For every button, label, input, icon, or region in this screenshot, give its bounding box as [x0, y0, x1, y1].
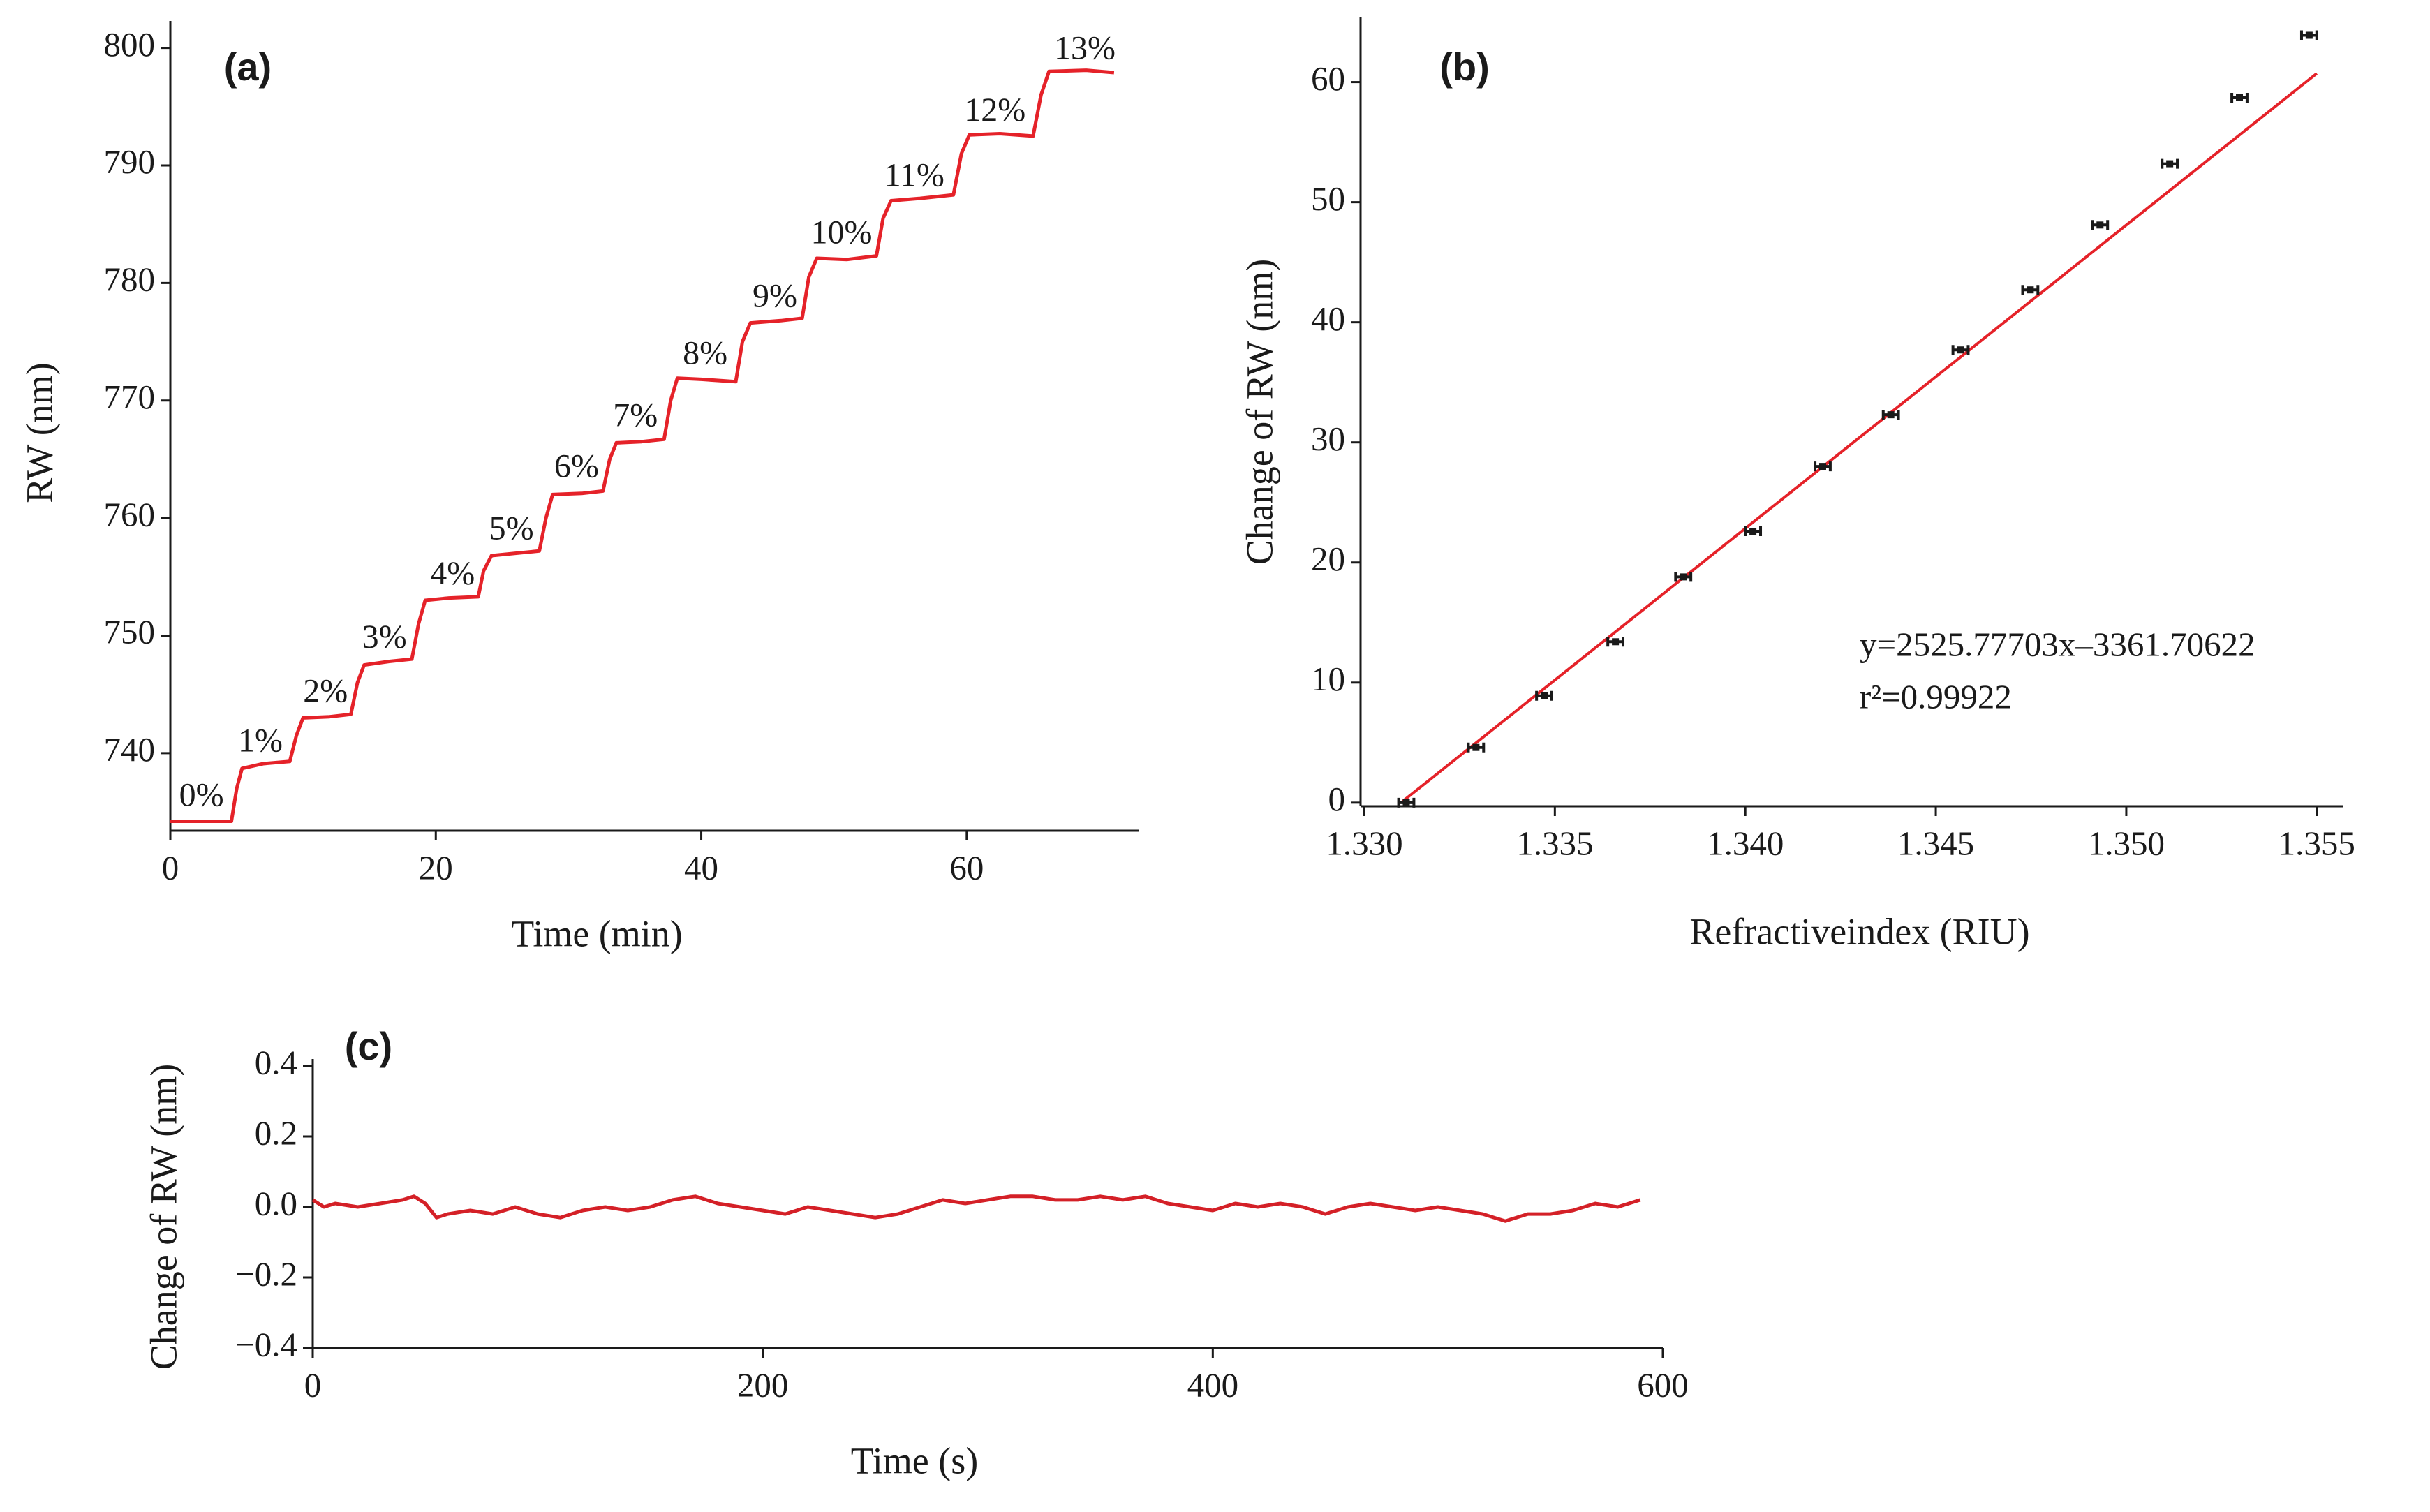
point	[2305, 31, 2313, 39]
x-tick-label: 0	[162, 848, 179, 887]
y-tick-label: 40	[1311, 299, 1345, 338]
step-label: 3%	[362, 618, 407, 655]
x-tick-label: 1.350	[2088, 824, 2165, 862]
x-tick-label: 1.345	[1897, 824, 1974, 862]
y-tick-label: −0.2	[235, 1254, 297, 1293]
x-tick-label: 1.355	[2279, 824, 2355, 862]
y-tick-label: 20	[1311, 540, 1345, 578]
data-line	[311, 1194, 1641, 1223]
point	[1957, 346, 1964, 354]
y-axis-title: Change of RW (nm)	[1238, 259, 1280, 565]
x-tick-label: 20	[419, 848, 453, 887]
step-label: 2%	[303, 673, 348, 710]
fit-line	[1401, 72, 2318, 803]
step-label: 11%	[884, 156, 944, 193]
y-tick-label: 770	[104, 378, 156, 416]
y-tick-label: 760	[104, 495, 156, 533]
step-label: 13%	[1054, 29, 1116, 66]
x-tick-label: 1.335	[1516, 824, 1593, 862]
y-tick-label: 0	[1328, 780, 1346, 818]
step-label: 6%	[554, 448, 599, 485]
panel-label: (b)	[1439, 45, 1490, 89]
y-tick-label: 30	[1311, 420, 1345, 458]
point	[2027, 286, 2034, 294]
panel-label: (a)	[224, 45, 272, 89]
y-tick-label: 0.0	[255, 1184, 297, 1222]
y-axis-title: RW (nm)	[18, 362, 60, 503]
point	[2166, 160, 2174, 168]
point	[1541, 692, 1548, 699]
y-tick-label: 60	[1311, 59, 1345, 98]
step-label: 12%	[964, 91, 1025, 128]
x-tick-label: 1.340	[1707, 824, 1784, 862]
point	[2236, 94, 2244, 101]
point	[1749, 528, 1757, 535]
step-label: 8%	[683, 335, 727, 372]
x-tick-label: 200	[737, 1365, 789, 1404]
y-tick-label: 750	[104, 613, 156, 651]
y-tick-label: 10	[1311, 660, 1345, 698]
step-label: 1%	[238, 722, 283, 759]
point	[2096, 221, 2104, 229]
x-axis-title: Refractiveindex (RIU)	[1689, 910, 2029, 952]
x-tick-label: 1.330	[1326, 824, 1402, 862]
x-axis-title: Time (min)	[511, 912, 683, 954]
x-tick-label: 60	[949, 848, 984, 887]
y-tick-label: 50	[1311, 179, 1345, 218]
step-label: 9%	[753, 277, 797, 314]
data-line	[170, 68, 1115, 823]
point	[1402, 799, 1410, 806]
x-tick-label: 0	[304, 1365, 322, 1404]
y-tick-label: −0.4	[235, 1325, 297, 1363]
r-squared: r²=0.99922	[1860, 677, 2012, 716]
y-tick-label: 780	[104, 260, 156, 299]
y-tick-label: 0.2	[255, 1113, 297, 1152]
step-label: 4%	[430, 555, 475, 592]
y-tick-label: 0.4	[255, 1043, 297, 1081]
point	[1818, 463, 1826, 470]
y-tick-label: 790	[104, 142, 156, 181]
x-tick-label: 40	[684, 848, 718, 887]
y-axis-title: Change of RW (nm)	[142, 1064, 184, 1370]
step-label: 0%	[179, 776, 224, 813]
panel-label: (c)	[345, 1024, 392, 1068]
x-axis-title: Time (s)	[851, 1439, 979, 1481]
step-label: 5%	[489, 510, 534, 547]
point	[1612, 638, 1620, 646]
x-tick-label: 400	[1187, 1365, 1239, 1404]
equation: y=2525.77703x–3361.70622	[1860, 625, 2255, 663]
y-tick-label: 800	[104, 25, 156, 64]
step-label: 7%	[613, 396, 658, 433]
y-tick-label: 740	[104, 730, 156, 769]
point	[1680, 573, 1687, 581]
point	[1887, 411, 1895, 419]
x-tick-label: 600	[1637, 1365, 1689, 1404]
point	[1472, 743, 1480, 751]
step-label: 10%	[810, 214, 872, 251]
